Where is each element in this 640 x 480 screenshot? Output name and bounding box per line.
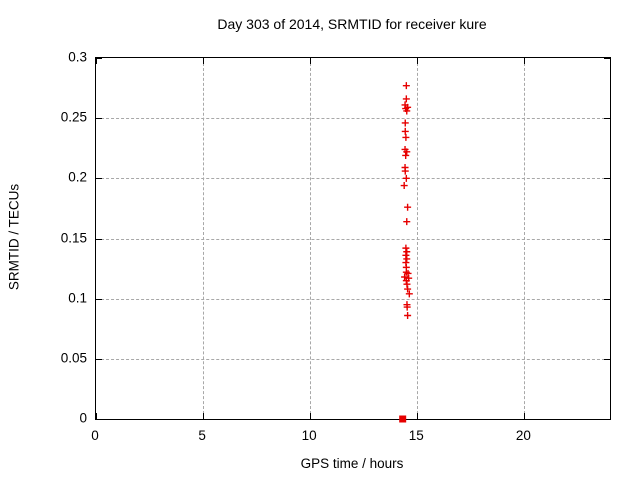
y-tick-mark <box>96 358 102 360</box>
x-tick-label: 20 <box>515 428 531 443</box>
y-tick-label: 0.15 <box>60 230 87 245</box>
x-tick-label: 5 <box>198 428 206 443</box>
x-tick-mark <box>96 413 97 419</box>
y-tick-label: 0.1 <box>68 290 87 306</box>
y-tick-label: 0 <box>79 410 87 426</box>
y-tick-mark <box>96 419 102 420</box>
y-gridline <box>96 298 610 300</box>
y-tick-mark <box>604 238 610 240</box>
square-marker <box>399 415 407 423</box>
x-tick-mark <box>417 58 419 64</box>
plus-markers <box>400 82 413 320</box>
y-tick-label: 0.2 <box>68 169 87 185</box>
y-tick-mark <box>96 178 102 180</box>
plot-area <box>95 57 611 423</box>
y-tick-mark <box>96 58 102 59</box>
x-tick-label: 10 <box>301 428 317 443</box>
y-tick-label: 0.05 <box>60 350 87 366</box>
x-tick-mark <box>96 58 97 64</box>
x-tick-mark <box>310 58 312 64</box>
y-tick-mark <box>96 298 102 300</box>
x-tick-label: 15 <box>408 428 424 443</box>
x-tick-mark <box>203 413 205 419</box>
y-gridline <box>96 118 610 120</box>
x-tick-mark <box>417 413 419 419</box>
y-tick-mark <box>604 58 610 59</box>
y-tick-mark <box>604 178 610 180</box>
x-axis-label: GPS time / hours <box>300 456 404 471</box>
y-tick-mark <box>604 298 610 300</box>
y-tick-mark <box>96 238 102 240</box>
y-tick-label: 0.3 <box>68 49 87 65</box>
data-points-layer <box>399 82 413 423</box>
y-tick-mark <box>96 118 102 120</box>
x-tick-mark <box>524 58 526 64</box>
y-tick-mark <box>604 118 610 120</box>
y-gridline <box>96 178 610 180</box>
y-tick-label: 0.25 <box>60 109 87 125</box>
x-tick-mark <box>310 413 312 419</box>
y-tick-mark <box>604 419 610 420</box>
chart-title: Day 303 of 2014, SRMTID for receiver kur… <box>217 16 487 32</box>
y-gridline <box>96 238 610 240</box>
x-tick-mark <box>524 413 526 419</box>
x-tick-mark <box>203 58 205 64</box>
x-tick-label: 0 <box>91 428 99 443</box>
y-tick-mark <box>604 358 610 360</box>
y-gridline <box>96 358 610 360</box>
